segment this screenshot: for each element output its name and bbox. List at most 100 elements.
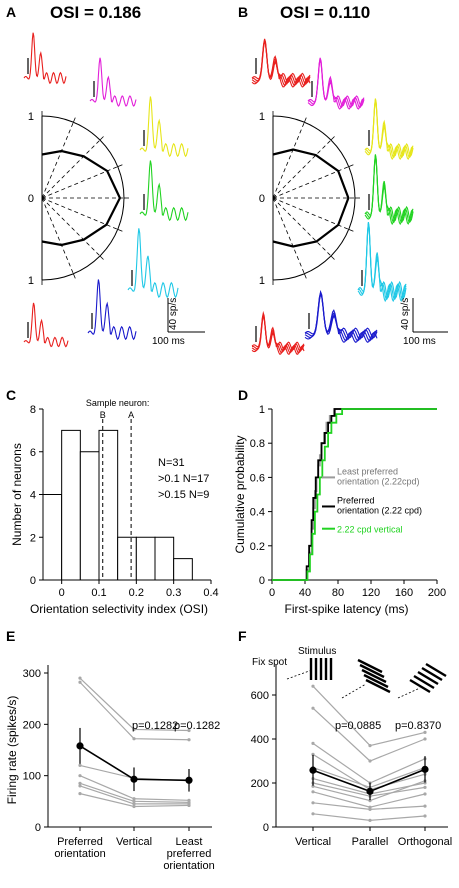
individual-neuron-point bbox=[423, 814, 427, 818]
spike-trace-line bbox=[251, 39, 311, 88]
y-tick-label: 0 bbox=[35, 822, 41, 834]
scale-bar-a-rate: 40 sp/s bbox=[168, 298, 179, 330]
panel-a: A OSI = 0.186 1 0 1 40 sp/s 100 ms bbox=[6, 3, 205, 348]
individual-neuron-point bbox=[368, 759, 372, 763]
firing-rate-e: 0 100 200 300 Firing rate (spikes/s) p=0.1282… bbox=[5, 665, 220, 872]
x-axis-label: First-spike latency (ms) bbox=[284, 602, 408, 616]
individual-neuron-point bbox=[311, 752, 315, 757]
trace-b-cyan bbox=[357, 222, 407, 303]
polar-tick-mid: 0 bbox=[28, 193, 34, 205]
polar-tuning-curve bbox=[272, 148, 350, 248]
y-tick-label: 4 bbox=[30, 490, 36, 502]
category-label: Preferred bbox=[57, 836, 103, 848]
fixation-line bbox=[341, 683, 367, 699]
individual-neuron-line bbox=[312, 685, 426, 747]
individual-neuron-point bbox=[368, 807, 372, 812]
individual-neuron-point bbox=[78, 784, 82, 788]
histogram-bar bbox=[98, 429, 119, 581]
legend-label: Least preferred orientation (2.22cpd) bbox=[337, 466, 420, 486]
individual-neuron-point bbox=[78, 763, 82, 768]
y-axis-label: Cumulative probability bbox=[233, 435, 247, 553]
trace-a-magenta bbox=[89, 57, 137, 107]
annotation: >0.15 N=9 bbox=[158, 489, 209, 501]
histogram-bar bbox=[154, 536, 175, 581]
panel-c-letter: C bbox=[6, 387, 16, 403]
individual-neuron-point bbox=[78, 774, 82, 778]
polar-tuning-curve bbox=[41, 149, 122, 247]
individual-neuron-point bbox=[423, 785, 427, 790]
grating-bar-orthogonal bbox=[421, 666, 443, 682]
panel-c: C 0 0.1 0.2 0.3 0.4 0 2 4 6 8 Orientation selectiv… bbox=[6, 387, 219, 616]
histogram-bar bbox=[61, 429, 81, 581]
polar-tick bbox=[348, 164, 354, 167]
legend-label-line: Preferred bbox=[337, 495, 375, 505]
individual-neuron-point bbox=[132, 802, 136, 806]
individual-neuron-point bbox=[187, 803, 191, 808]
polar-spoke bbox=[272, 197, 332, 257]
latency-cdf: 0 40 80 120 160 200 0 0.2 0.4 0.6 0.8 1 First-spike … bbox=[233, 404, 446, 616]
y-tick-label: 200 bbox=[23, 719, 41, 731]
legend-label-line: orientation (2.22 cpd) bbox=[337, 505, 422, 515]
polar-tick bbox=[304, 117, 307, 123]
x-tick-label: 80 bbox=[332, 587, 344, 599]
category-label: preferred bbox=[167, 848, 212, 860]
spike-trace-line bbox=[307, 59, 365, 110]
spike-trace-line bbox=[23, 302, 69, 348]
spike-trace-line bbox=[139, 160, 189, 222]
grating-bar-parallel bbox=[361, 668, 387, 684]
histogram-bar bbox=[42, 494, 63, 581]
histogram-bar bbox=[117, 536, 137, 581]
y-tick-label: 0.6 bbox=[250, 472, 265, 484]
panel-b-title: OSI = 0.110 bbox=[280, 3, 370, 22]
mean-point bbox=[76, 742, 84, 750]
trace-a-red-bottom bbox=[23, 302, 69, 348]
histogram-osi: 0 0.1 0.2 0.3 0.4 0 2 4 6 8 Orientation selectivit… bbox=[10, 398, 219, 616]
individual-neuron-point bbox=[311, 741, 315, 746]
fixation-line bbox=[286, 669, 313, 680]
scale-bar-b-time: 100 ms bbox=[403, 336, 436, 347]
legend-label-line: Least preferred bbox=[337, 466, 398, 476]
polar-tick bbox=[348, 229, 354, 232]
y-tick-label: 200 bbox=[251, 778, 269, 790]
panel-b: B OSI = 0.110 1 0 1 40 sp/s 100 ms bbox=[238, 3, 448, 355]
spike-trace-line bbox=[364, 156, 414, 226]
grating-bar-parallel bbox=[357, 658, 383, 674]
individual-neuron-point bbox=[311, 784, 315, 788]
fix-spot-label: Fix spot bbox=[252, 657, 287, 668]
individual-neuron-point bbox=[187, 738, 191, 742]
grating-bar-orthogonal bbox=[417, 670, 439, 686]
y-axis-label: Number of neurons bbox=[10, 443, 24, 546]
legend-label: Preferred orientation (2.22 cpd) bbox=[337, 495, 422, 515]
grating-bar-orthogonal bbox=[425, 662, 447, 678]
panel-b-letter: B bbox=[238, 4, 248, 20]
individual-neuron-point bbox=[423, 792, 427, 796]
spike-trace-line bbox=[304, 292, 378, 343]
x-tick-label: 0.3 bbox=[166, 587, 181, 599]
individual-neuron-point bbox=[132, 797, 136, 801]
y-tick-label: 400 bbox=[251, 734, 269, 746]
individual-neuron-line bbox=[312, 707, 426, 762]
sample-marker-label: B bbox=[100, 410, 106, 420]
x-tick-label: 0.2 bbox=[129, 587, 144, 599]
legend-label-line: orientation (2.22cpd) bbox=[337, 476, 420, 486]
individual-neuron-point bbox=[78, 676, 82, 680]
x-tick-label: 0.4 bbox=[203, 587, 218, 599]
polar-tick-mid: 0 bbox=[259, 193, 265, 205]
polar-outer-arc bbox=[41, 115, 125, 281]
trace-b-magenta bbox=[307, 57, 365, 110]
spike-trace-line bbox=[251, 315, 305, 354]
category-label: orientation bbox=[163, 860, 214, 872]
scale-bar-a-time: 100 ms bbox=[152, 336, 185, 347]
x-tick-label: 0 bbox=[59, 587, 65, 599]
polar-tick bbox=[73, 273, 76, 279]
trace-b-red bbox=[251, 38, 311, 88]
y-tick-label: 0 bbox=[263, 822, 269, 834]
y-tick-label: 0 bbox=[259, 575, 265, 587]
x-tick-label: 160 bbox=[395, 587, 413, 599]
individual-neuron-point bbox=[368, 799, 372, 803]
individual-neuron-point bbox=[78, 680, 82, 684]
mean-point bbox=[130, 775, 138, 783]
polar-spoke bbox=[41, 197, 101, 257]
spike-trace-line bbox=[357, 223, 407, 303]
pvalue-label: p=0.0885 bbox=[335, 720, 381, 732]
